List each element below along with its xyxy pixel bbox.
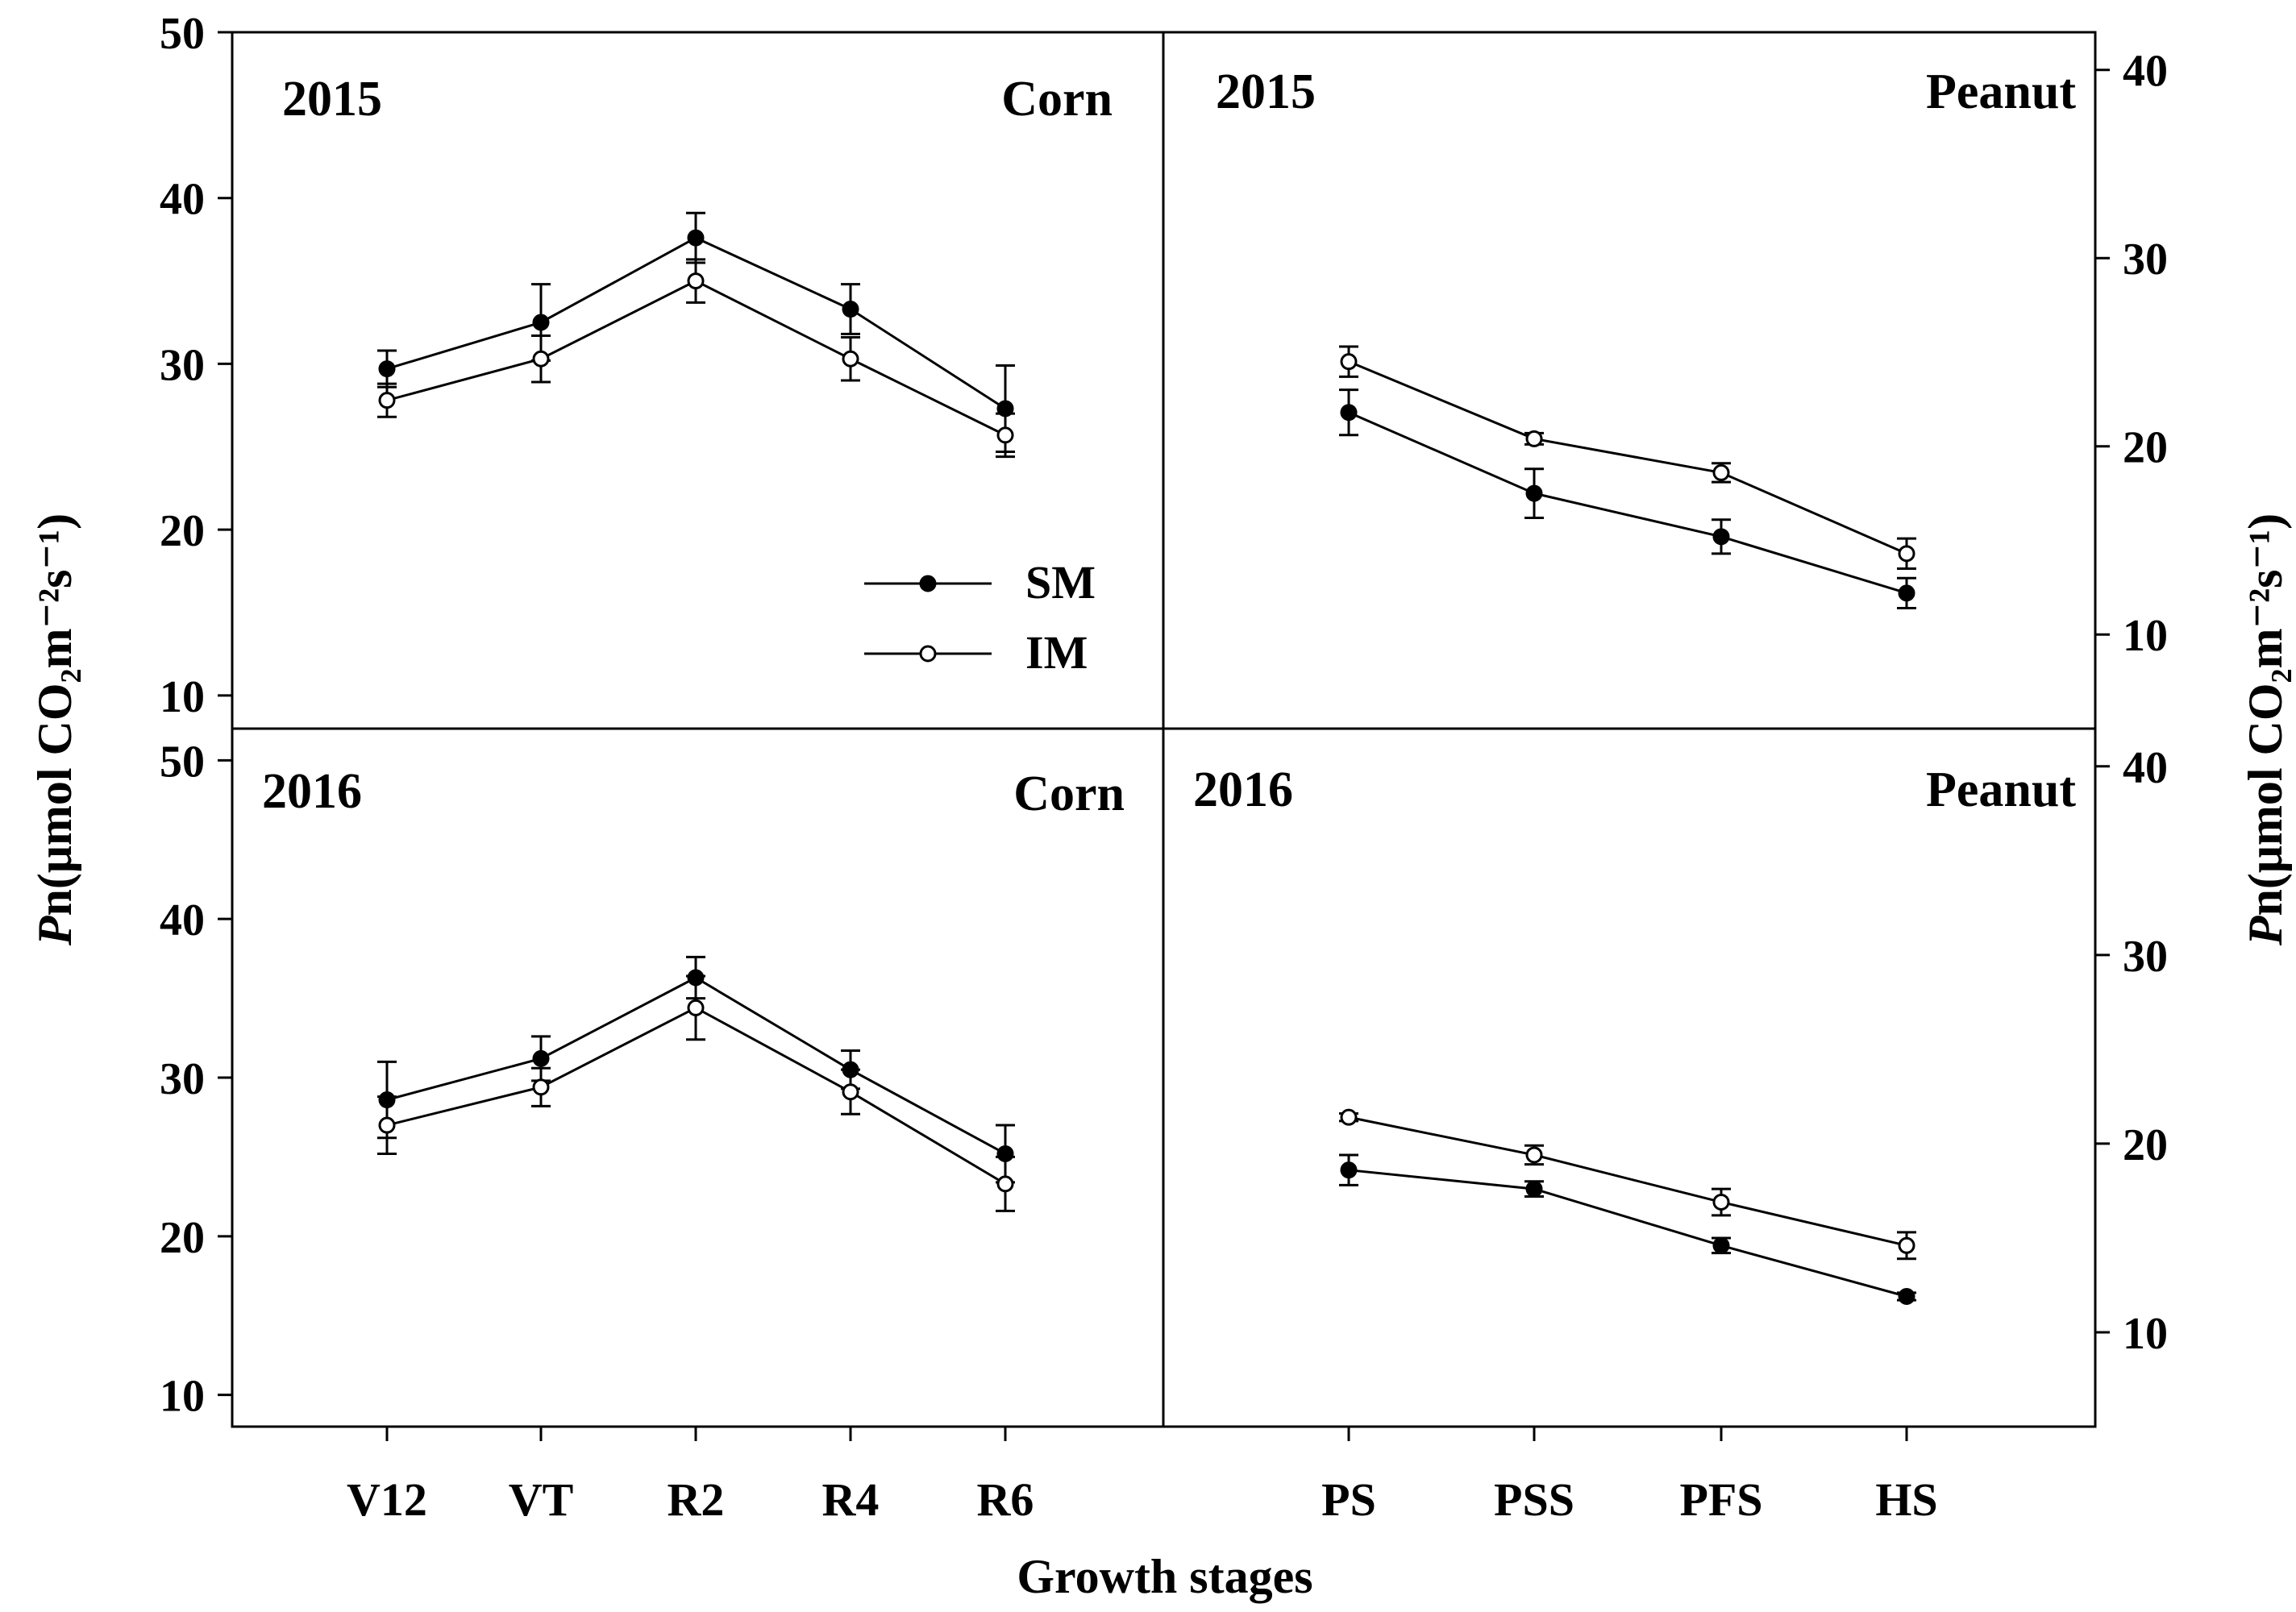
- panels: 10 20 30 40 50 2015 Corn 10 20 30 40 2015 Peanut 10 20…: [160, 9, 2168, 1526]
- x-tick-label-ps: PS: [1321, 1473, 1376, 1526]
- y-axis-title-left-rest: n(μmol CO₂m⁻²s⁻¹): [28, 513, 81, 916]
- data-point-2015-corn-im-v12: [378, 392, 396, 409]
- legend-label-im: IM: [1025, 626, 1088, 679]
- data-point-2016-peanut-sm-hs: [1898, 1288, 1915, 1306]
- legend: SM IM: [864, 556, 1096, 679]
- panel-crop-2016-corn: Corn: [1013, 767, 1125, 821]
- data-point-2016-peanut-im-pss: [1525, 1146, 1543, 1164]
- data-point-2016-corn-im-r2: [687, 999, 705, 1016]
- data-point-2016-corn-im-vt: [532, 1078, 550, 1096]
- panel-2016-corn: 10 20 30 40 50 V12 VT R2 R4 R6 2016 Corn: [160, 737, 1125, 1526]
- panel-year-2016-peanut: 2016: [1193, 762, 1293, 817]
- legend-marker-sm: [919, 575, 937, 592]
- data-point-2015-peanut-im-pss: [1525, 430, 1543, 447]
- y-tick-label-2015-corn-50: 50: [160, 9, 205, 59]
- data-point-2016-peanut-im-ps: [1340, 1108, 1358, 1126]
- x-tick-label-r2: R2: [668, 1473, 725, 1526]
- y-tick-label-2015-corn-20: 20: [160, 506, 205, 556]
- panel-year-2015-corn: 2015: [282, 72, 382, 127]
- data-point-2015-peanut-im-ps: [1340, 353, 1358, 371]
- y-axis-title-left: Pn(μmol CO₂m⁻²s⁻¹): [28, 513, 81, 946]
- panel-crop-2016-peanut: Peanut: [1926, 762, 2076, 817]
- y-tick-label-2015-corn-30: 30: [160, 340, 205, 390]
- data-point-2015-corn-im-r6: [996, 426, 1014, 444]
- series-line-2015-peanut-im: [1348, 360, 1907, 555]
- legend-item-sm: SM: [864, 556, 1096, 609]
- data-point-2015-corn-sm-r2: [687, 229, 705, 247]
- data-point-2016-corn-im-r6: [996, 1175, 1014, 1193]
- y-axis-title-right-rest: n(μmol CO₂m⁻²s⁻¹): [2239, 513, 2292, 916]
- data-point-2016-peanut-im-pfs: [1712, 1193, 1730, 1211]
- data-point-2016-peanut-sm-pfs: [1712, 1236, 1730, 1254]
- x-axis-title: Growth stages: [1017, 1550, 1312, 1603]
- data-point-2016-peanut-im-hs: [1898, 1236, 1915, 1254]
- x-tick-label-pss: PSS: [1494, 1473, 1574, 1526]
- y-tick-label-2016-peanut-30: 30: [2123, 932, 2168, 982]
- y-tick-label-2016-peanut-20: 20: [2123, 1120, 2168, 1170]
- data-point-2016-corn-im-r4: [842, 1083, 859, 1101]
- data-point-2015-corn-im-vt: [532, 350, 550, 368]
- panel-2015-peanut: 10 20 30 40 2015 Peanut: [1216, 47, 2168, 662]
- data-point-2015-peanut-sm-pss: [1525, 484, 1543, 502]
- y-tick-label-2016-peanut-10: 10: [2123, 1309, 2168, 1359]
- panel-year-2016-corn: 2016: [262, 764, 362, 819]
- x-tick-label-vt: VT: [509, 1473, 574, 1526]
- legend-marker-im: [919, 645, 937, 663]
- y-tick-label-2015-peanut-20: 20: [2123, 423, 2168, 473]
- data-point-2015-corn-im-r4: [842, 350, 859, 368]
- legend-label-sm: SM: [1025, 556, 1096, 609]
- y-tick-label-2016-corn-10: 10: [160, 1372, 205, 1422]
- y-tick-label-2016-corn-40: 40: [160, 895, 205, 945]
- y-axis-title-left-italic: P: [28, 915, 81, 946]
- x-tick-label-hs: HS: [1875, 1473, 1937, 1526]
- data-point-2015-corn-sm-vt: [532, 314, 550, 331]
- y-tick-label-2016-corn-20: 20: [160, 1213, 205, 1263]
- x-tick-label-v12: V12: [347, 1473, 427, 1526]
- data-point-2015-peanut-sm-ps: [1340, 404, 1358, 422]
- panel-2016-peanut: 10 20 30 40 PS PSS PFS HS 2016 Peanut: [1193, 743, 2168, 1526]
- y-tick-label-2015-corn-10: 10: [160, 672, 205, 722]
- data-point-2016-peanut-sm-pss: [1525, 1180, 1543, 1198]
- data-point-2015-corn-sm-r4: [842, 301, 859, 318]
- panel-crop-2015-corn: Corn: [1001, 72, 1113, 127]
- x-tick-label-pfs: PFS: [1679, 1473, 1762, 1526]
- data-point-2015-corn-im-r2: [687, 272, 705, 290]
- y-tick-label-2015-peanut-30: 30: [2123, 235, 2168, 285]
- y-axis-title-right: Pn(μmol CO₂m⁻²s⁻¹): [2239, 513, 2292, 946]
- y-tick-label-2016-corn-30: 30: [160, 1054, 205, 1104]
- y-tick-label-2015-peanut-10: 10: [2123, 611, 2168, 661]
- data-point-2015-peanut-im-pfs: [1712, 463, 1730, 481]
- legend-item-im: IM: [864, 626, 1088, 679]
- series-line-2015-peanut-sm: [1348, 411, 1907, 595]
- y-tick-label-2015-peanut-40: 40: [2123, 47, 2168, 97]
- series-line-2016-peanut-im: [1348, 1116, 1907, 1247]
- y-tick-label-2015-corn-40: 40: [160, 175, 205, 225]
- data-point-2015-peanut-im-hs: [1898, 545, 1915, 563]
- data-point-2015-peanut-sm-hs: [1898, 584, 1915, 602]
- panel-2015-corn: 10 20 30 40 50 2015 Corn: [160, 9, 1113, 722]
- panel-year-2015-peanut: 2015: [1216, 64, 1316, 119]
- y-tick-label-2016-corn-50: 50: [160, 737, 205, 787]
- x-tick-label-r4: R4: [822, 1473, 880, 1526]
- data-point-2016-peanut-sm-ps: [1340, 1161, 1358, 1179]
- x-tick-label-r6: R6: [977, 1473, 1034, 1526]
- y-tick-label-2016-peanut-40: 40: [2123, 743, 2168, 793]
- series-line-2016-peanut-sm: [1348, 1169, 1907, 1298]
- data-point-2016-corn-sm-vt: [532, 1049, 550, 1067]
- data-point-2015-peanut-sm-pfs: [1712, 528, 1730, 546]
- data-point-2016-corn-im-v12: [378, 1116, 396, 1134]
- panel-crop-2015-peanut: Peanut: [1926, 64, 2076, 119]
- data-point-2015-corn-sm-v12: [378, 360, 396, 378]
- y-axis-title-right-italic: P: [2239, 915, 2292, 946]
